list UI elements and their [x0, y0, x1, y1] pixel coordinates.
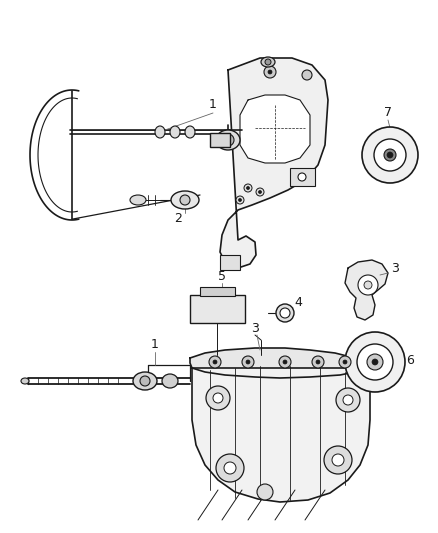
Ellipse shape: [261, 57, 275, 67]
Bar: [210, 133, 230, 147]
Text: 1: 1: [209, 99, 217, 111]
Text: 4: 4: [294, 296, 302, 310]
Circle shape: [258, 190, 261, 193]
Ellipse shape: [130, 195, 146, 205]
Circle shape: [367, 354, 383, 370]
Circle shape: [236, 196, 244, 204]
Polygon shape: [240, 95, 310, 163]
Bar: [290, 168, 315, 186]
Text: 3: 3: [391, 262, 399, 274]
Circle shape: [209, 356, 221, 368]
Circle shape: [276, 304, 294, 322]
Bar: [190, 295, 245, 323]
Circle shape: [222, 134, 234, 146]
Circle shape: [298, 173, 306, 181]
Circle shape: [339, 356, 351, 368]
Circle shape: [302, 70, 312, 80]
Polygon shape: [220, 58, 328, 268]
Circle shape: [256, 188, 264, 196]
Circle shape: [372, 359, 378, 365]
Polygon shape: [345, 260, 388, 320]
Circle shape: [358, 275, 378, 295]
Ellipse shape: [171, 191, 199, 209]
Circle shape: [364, 281, 372, 289]
Bar: [220, 255, 240, 270]
Circle shape: [216, 454, 244, 482]
Circle shape: [140, 376, 150, 386]
Text: 6: 6: [406, 353, 414, 367]
Circle shape: [224, 462, 236, 474]
Circle shape: [244, 184, 252, 192]
Circle shape: [357, 344, 393, 380]
Circle shape: [213, 393, 223, 403]
Circle shape: [362, 127, 418, 183]
Circle shape: [264, 66, 276, 78]
Circle shape: [283, 360, 287, 364]
Circle shape: [312, 356, 324, 368]
Ellipse shape: [155, 126, 165, 138]
Circle shape: [242, 356, 254, 368]
Text: 3: 3: [251, 321, 259, 335]
Circle shape: [343, 395, 353, 405]
Ellipse shape: [170, 126, 180, 138]
Text: 7: 7: [384, 107, 392, 119]
Circle shape: [268, 70, 272, 74]
Circle shape: [374, 139, 406, 171]
Ellipse shape: [216, 130, 240, 150]
Circle shape: [279, 356, 291, 368]
Ellipse shape: [185, 126, 195, 138]
Bar: [200, 287, 235, 296]
Text: 2: 2: [174, 212, 182, 224]
Circle shape: [180, 195, 190, 205]
Circle shape: [332, 454, 344, 466]
Circle shape: [324, 446, 352, 474]
Polygon shape: [192, 368, 370, 502]
Circle shape: [247, 187, 250, 190]
Circle shape: [265, 59, 271, 65]
Ellipse shape: [133, 372, 157, 390]
Polygon shape: [190, 348, 358, 378]
Text: 5: 5: [218, 270, 226, 282]
Circle shape: [213, 360, 217, 364]
Circle shape: [257, 484, 273, 500]
Ellipse shape: [21, 378, 29, 384]
Circle shape: [345, 332, 405, 392]
Circle shape: [387, 152, 393, 158]
Circle shape: [316, 360, 320, 364]
Circle shape: [384, 149, 396, 161]
Circle shape: [246, 360, 250, 364]
Circle shape: [280, 308, 290, 318]
Circle shape: [343, 360, 347, 364]
Ellipse shape: [162, 374, 178, 388]
Circle shape: [239, 198, 241, 201]
Circle shape: [336, 388, 360, 412]
Text: 1: 1: [151, 338, 159, 351]
Circle shape: [206, 386, 230, 410]
